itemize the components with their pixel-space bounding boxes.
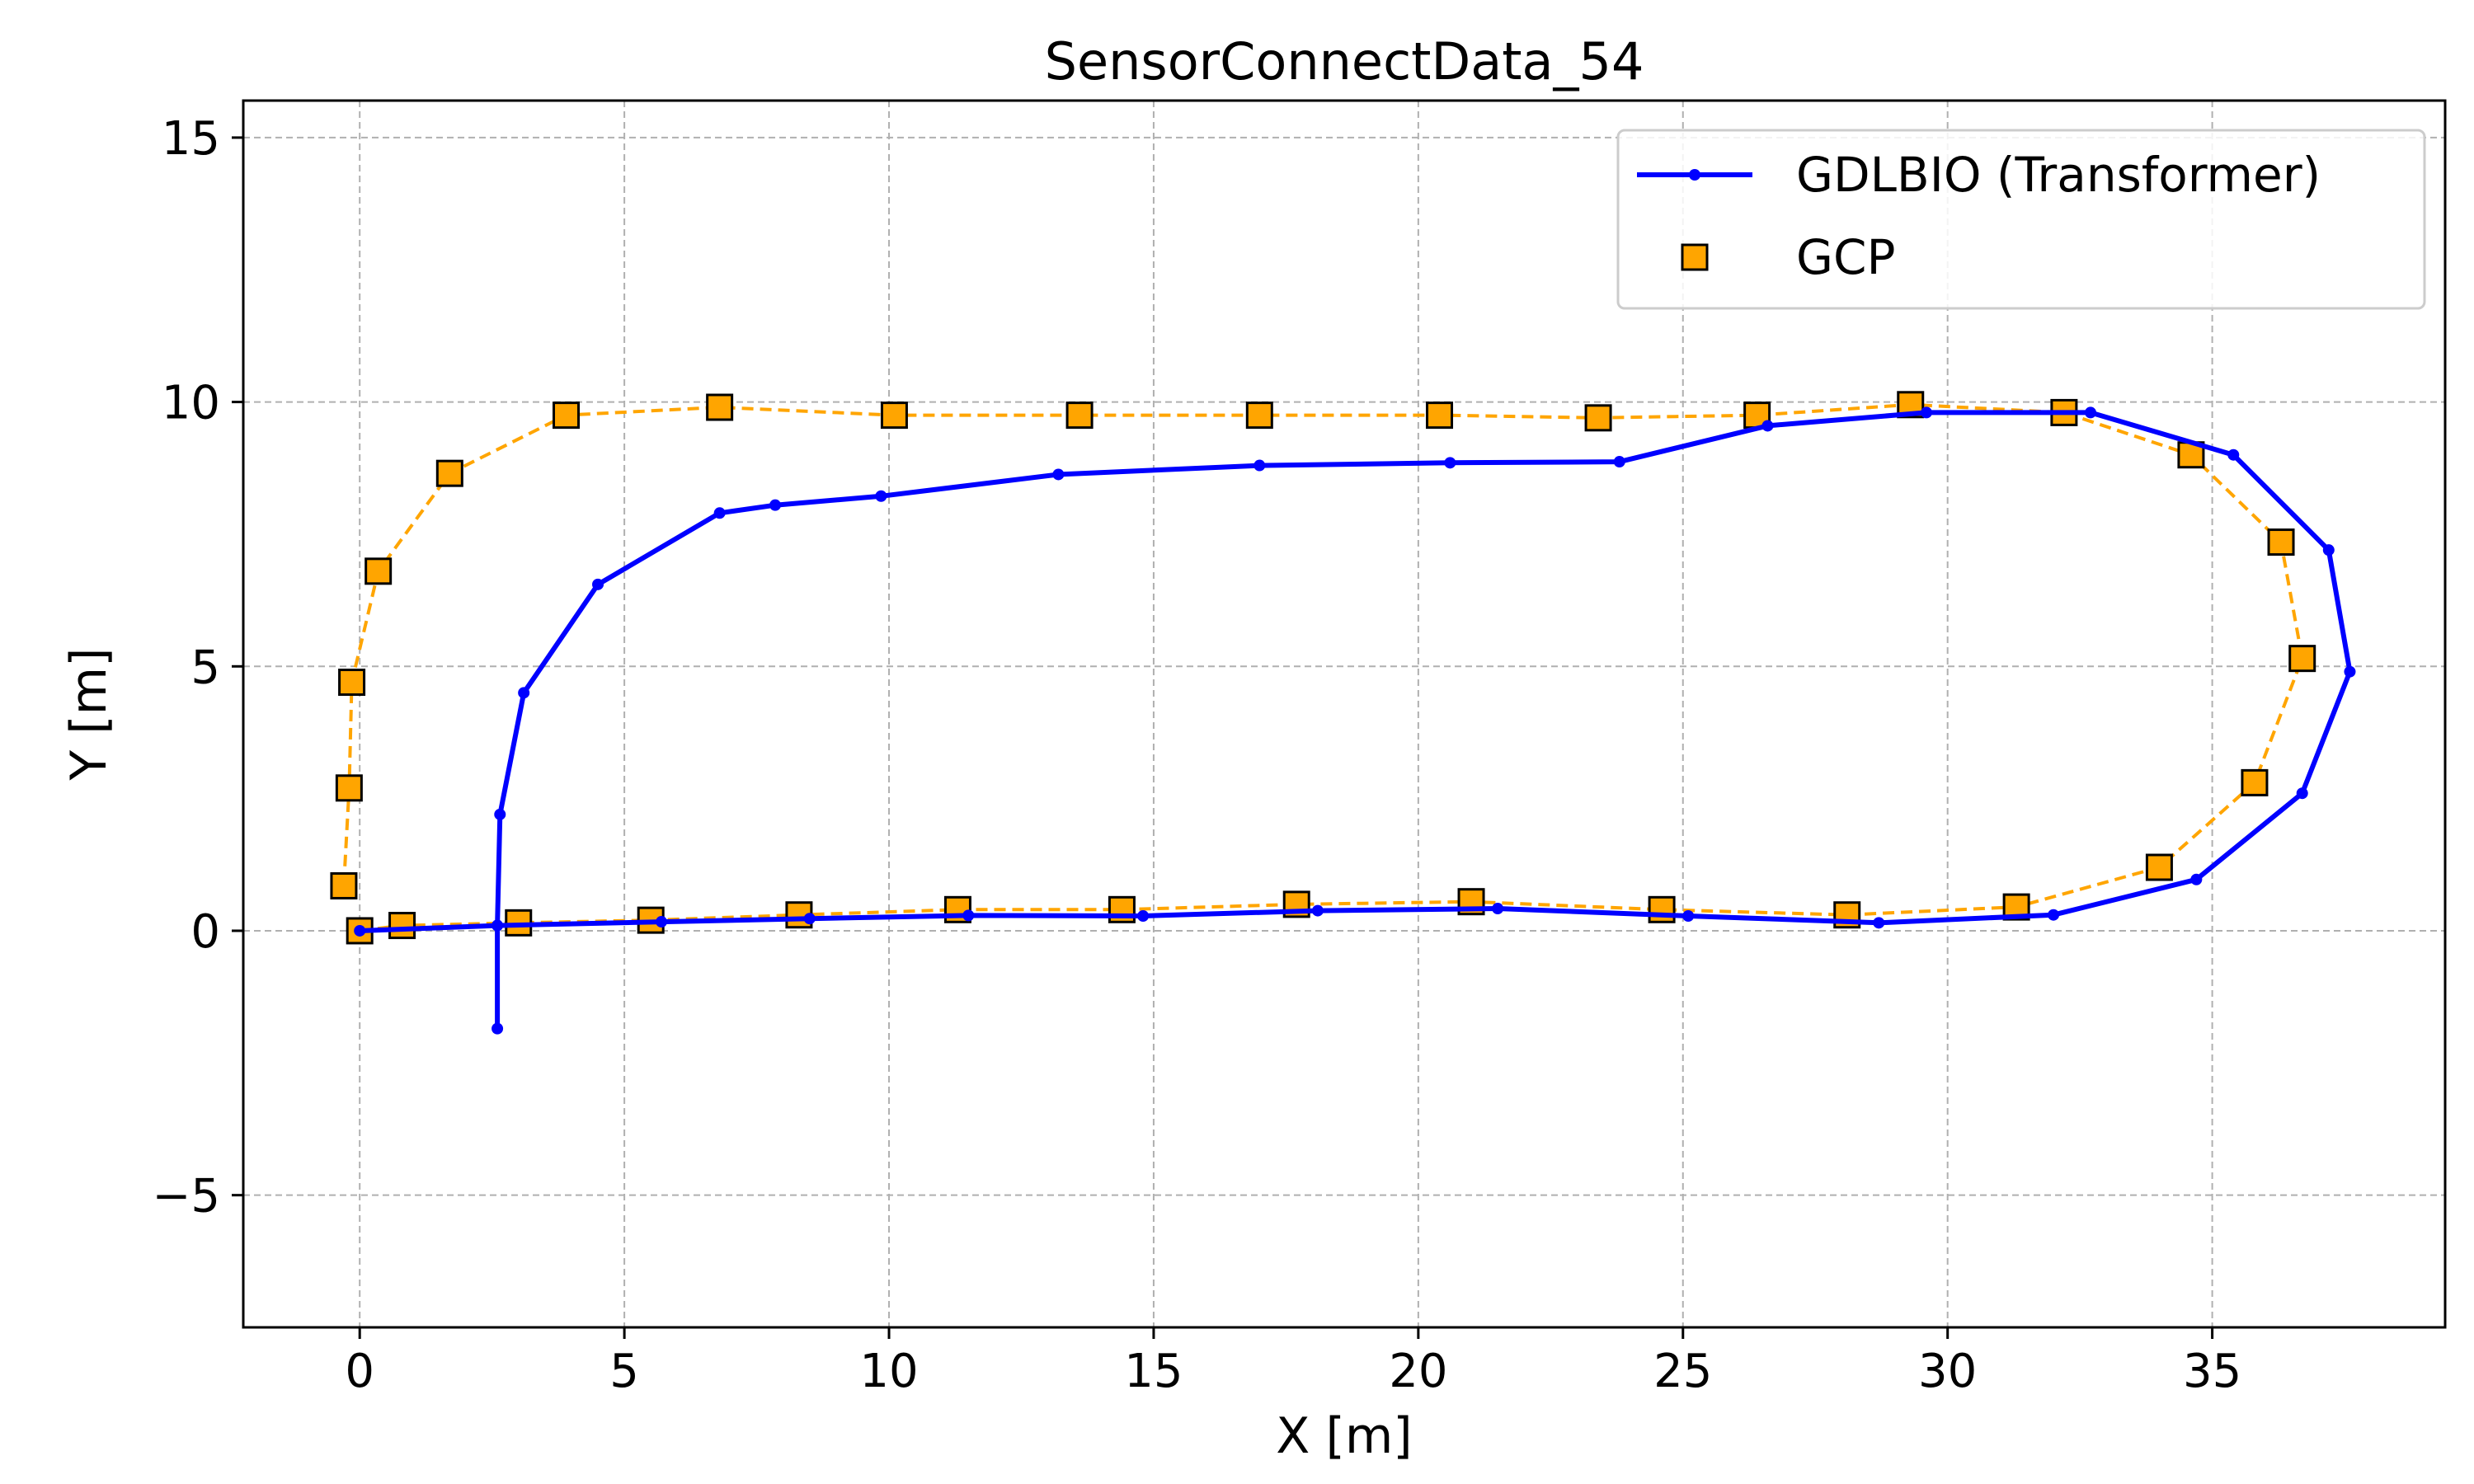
gcp-point bbox=[2267, 528, 2295, 556]
gcp-point bbox=[335, 774, 363, 802]
gcp-point bbox=[1648, 895, 1676, 923]
transformer-point bbox=[2322, 544, 2335, 556]
y-tick-label: −5 bbox=[152, 1170, 220, 1223]
x-tick-label: 10 bbox=[859, 1345, 918, 1398]
transformer-point bbox=[713, 507, 726, 519]
gcp-point bbox=[553, 402, 581, 430]
gcp-point bbox=[1245, 402, 1273, 430]
x-tick-label: 5 bbox=[609, 1345, 639, 1398]
x-tick-label: 35 bbox=[2183, 1345, 2241, 1398]
gcp-point bbox=[1584, 404, 1612, 432]
chart-title: SensorConnectData_54 bbox=[1045, 31, 1644, 92]
gcp-point bbox=[880, 402, 908, 430]
transformer-point bbox=[354, 924, 366, 937]
transformer-point bbox=[1613, 456, 1625, 468]
gcp-point bbox=[1426, 402, 1454, 430]
gcp-point bbox=[2241, 768, 2269, 796]
transformer-point bbox=[518, 687, 530, 699]
y-tick-label: 5 bbox=[190, 641, 220, 694]
x-tick-label: 0 bbox=[345, 1345, 374, 1398]
transformer-series bbox=[354, 406, 2356, 1035]
transformer-point bbox=[2084, 406, 2096, 419]
gcp-point bbox=[2288, 645, 2316, 673]
gcp-point bbox=[1065, 402, 1094, 430]
y-axis-label: Y [m] bbox=[60, 648, 118, 782]
transformer-point bbox=[2190, 873, 2203, 885]
transformer-point bbox=[2048, 909, 2060, 921]
x-axis-label: X [m] bbox=[1276, 1407, 1412, 1465]
y-tick-label: 15 bbox=[162, 112, 220, 166]
gcp-point bbox=[2145, 853, 2173, 881]
gcp-point bbox=[388, 912, 416, 940]
y-tick-label: 0 bbox=[190, 905, 220, 959]
transformer-point bbox=[1761, 420, 1774, 432]
x-tick-label: 15 bbox=[1124, 1345, 1183, 1398]
transformer-point bbox=[494, 808, 506, 820]
transformer-point bbox=[656, 916, 668, 928]
y-tick-label: 10 bbox=[162, 377, 220, 430]
gcp-point bbox=[330, 871, 358, 899]
transformer-point bbox=[592, 578, 604, 590]
gcp-line bbox=[341, 402, 2304, 932]
transformer-point bbox=[1253, 459, 1266, 472]
legend-gcp-label: GCP bbox=[1796, 229, 1895, 285]
transformer-point bbox=[1052, 468, 1065, 481]
transformer-point bbox=[1311, 904, 1324, 917]
transformer-point bbox=[1137, 910, 1150, 923]
legend: GDLBIO (Transformer) GCP bbox=[1616, 129, 2426, 310]
legend-transformer-label: GDLBIO (Transformer) bbox=[1796, 147, 2321, 203]
tick-layer: 0 5 10 15 20 25 30 35 −5 0 5 10 15 bbox=[152, 112, 2241, 1398]
transformer-point bbox=[2344, 665, 2356, 678]
transformer-point bbox=[962, 909, 975, 922]
transformer-point bbox=[1873, 917, 1885, 929]
x-tick-label: 30 bbox=[1918, 1345, 1977, 1398]
transformer-point bbox=[1492, 903, 1504, 915]
legend-transformer-marker bbox=[1689, 169, 1700, 181]
transformer-point bbox=[875, 490, 887, 502]
transformer-point bbox=[2296, 787, 2308, 800]
transformer-point bbox=[1444, 457, 1456, 469]
legend-box bbox=[1616, 129, 2426, 310]
gcp-point bbox=[338, 669, 366, 697]
gcp-point bbox=[365, 557, 393, 585]
plot-frame bbox=[242, 99, 2447, 1329]
transformer-point bbox=[2227, 448, 2240, 461]
gcp-series bbox=[330, 391, 2316, 945]
transformer-point bbox=[1682, 910, 1695, 923]
transformer-point bbox=[492, 1022, 504, 1035]
x-tick-label: 25 bbox=[1653, 1345, 1712, 1398]
transformer-point bbox=[492, 919, 504, 932]
transformer-point bbox=[769, 499, 782, 511]
transformer-point bbox=[803, 913, 816, 925]
gcp-point bbox=[435, 459, 463, 487]
x-tick-label: 20 bbox=[1389, 1345, 1447, 1398]
transformer-point bbox=[1921, 406, 1933, 419]
legend-gcp-marker bbox=[1681, 243, 1709, 271]
gcp-point bbox=[706, 393, 734, 421]
